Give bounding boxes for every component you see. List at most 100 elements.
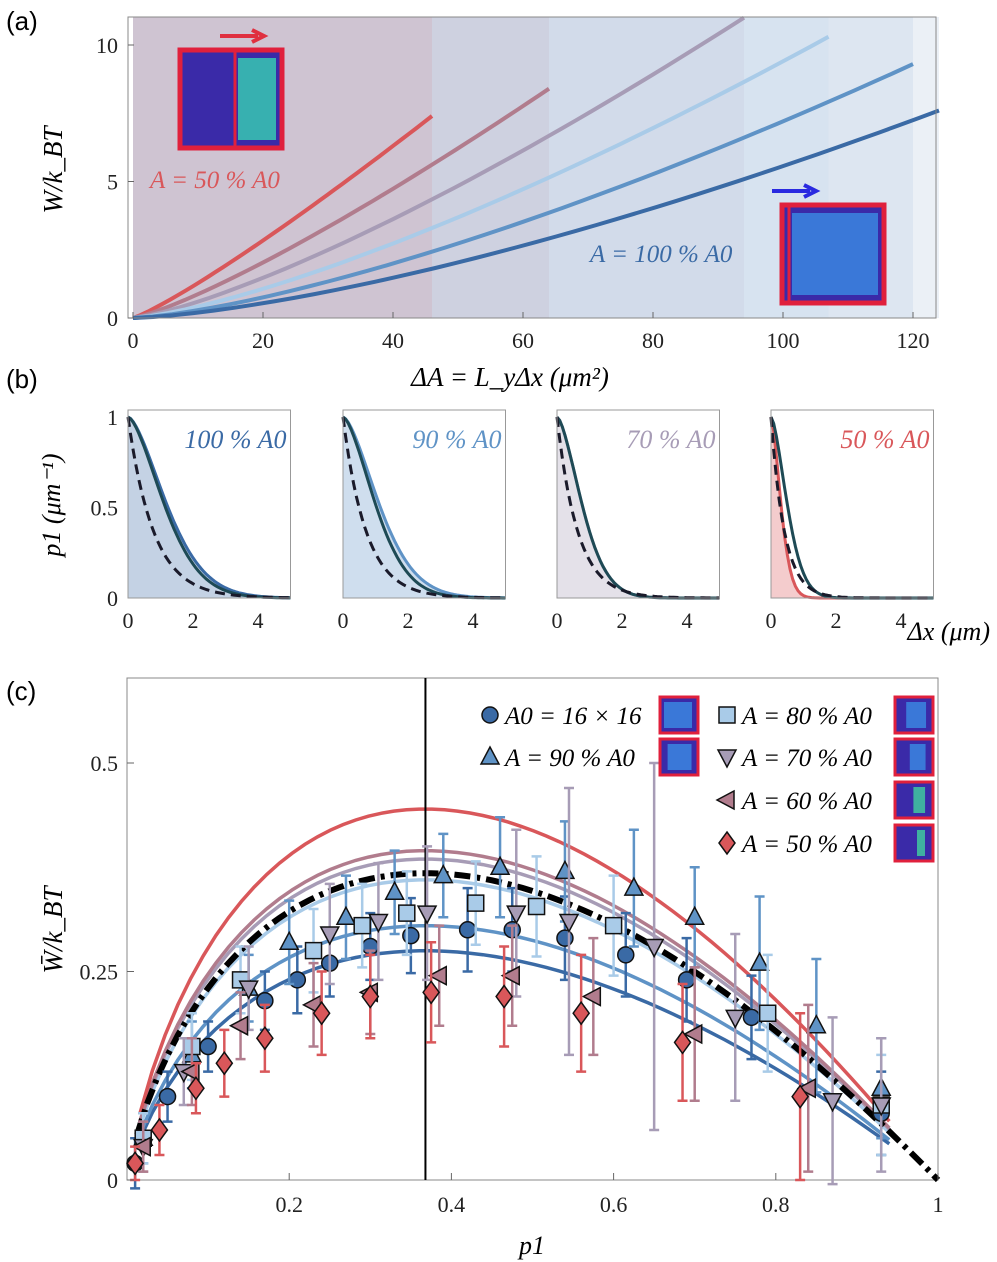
axes-frame-b: [556, 409, 720, 599]
data-point-s70: [558, 913, 580, 934]
legend-label: A = 80 % A0: [740, 703, 872, 730]
x-tick-label: 80: [642, 328, 664, 353]
legend-marker-s90: [479, 745, 501, 765]
data-point-s100: [742, 1008, 761, 1027]
data-point-s100: [677, 971, 696, 989]
reference-distribution: [126, 416, 291, 600]
x-tick-label: 2: [188, 608, 199, 633]
data-point-s80: [466, 894, 485, 912]
x-tick-label: 0.6: [600, 1192, 628, 1217]
x-tick-label: 0: [338, 608, 349, 633]
data-point-s90: [489, 855, 511, 875]
y-tick-label: 10: [96, 33, 118, 58]
y-tick-label: 0.5: [91, 751, 119, 776]
panel-label-c: (c): [6, 676, 36, 706]
distribution-fill: [771, 417, 934, 598]
x-tick-label: 4: [468, 608, 479, 633]
data-point-s70: [238, 980, 259, 1000]
data-point-s60: [427, 965, 447, 986]
data-point-s50: [572, 1000, 591, 1026]
data-point-s80: [527, 897, 546, 916]
x-tick-label: 4: [682, 608, 693, 633]
x-tick-label: 0.8: [762, 1192, 790, 1217]
x-tick-label: 2: [403, 608, 414, 633]
x-tick-label: 40: [382, 328, 404, 353]
subplot-label: 90 % A0: [412, 425, 501, 454]
work-curve-60%: [132, 87, 551, 320]
area-fill-90%: [133, 17, 913, 318]
arrow-right-icon: [772, 183, 821, 199]
legend-inset-density: [906, 702, 927, 728]
annotation-50: A = 50 % A0: [148, 167, 280, 194]
y-tick-label: 0: [107, 586, 118, 611]
legend-label: A = 60 % A0: [740, 788, 872, 815]
work-curve-80%: [132, 35, 830, 320]
data-point-s50: [791, 1084, 810, 1109]
distribution-fill: [557, 417, 720, 598]
data-point-s100: [556, 929, 574, 947]
y-axis-label: W̄/k_BT: [38, 885, 68, 974]
legend-label: A = 50 % A0: [740, 831, 872, 858]
distribution-fill: [128, 417, 291, 598]
work-curve-90%: [132, 62, 914, 320]
y-tick-label: 0: [107, 306, 118, 331]
y-axis-label: W/k_BT: [38, 125, 68, 214]
data-point-s90: [554, 859, 576, 880]
inset-100-percent: [779, 202, 887, 306]
x-tick-label: 0: [766, 608, 777, 633]
subplot-label: 50 % A0: [840, 425, 929, 454]
legend-inset-density: [667, 744, 692, 770]
x-tick-label: 20: [252, 328, 274, 353]
inset-density: [238, 58, 276, 140]
y-tick-label: 1: [107, 405, 118, 430]
area-fill-70%: [133, 17, 744, 318]
axes-frame-a: [127, 16, 937, 319]
legend-label: A = 70 % A0: [740, 745, 872, 772]
panel-label-a: (a): [6, 6, 38, 36]
work-curve-70%: [132, 16, 746, 320]
x-tick-label: 2: [831, 608, 842, 633]
data-point-s70: [416, 905, 438, 925]
data-point-s50: [422, 980, 441, 1005]
legend-marker-s60: [715, 789, 735, 811]
data-point-s50: [312, 1000, 331, 1026]
data-point-s100: [158, 1087, 177, 1106]
data-point-s60: [228, 1015, 249, 1036]
axes-frame-b: [770, 409, 934, 599]
data-point-s70: [870, 1097, 892, 1117]
x-tick-label: 100: [767, 328, 800, 353]
distribution-fill: [343, 417, 506, 598]
data-point-s60: [581, 986, 602, 1007]
data-point-s90: [384, 880, 405, 901]
legend-label: A0 = 16 × 16: [503, 703, 642, 730]
work-curve-50%: [132, 114, 434, 320]
x-tick-label: 0.2: [275, 1192, 303, 1217]
data-point-s80: [304, 941, 323, 960]
data-point-s100: [617, 946, 635, 964]
y-tick-label: 5: [107, 170, 118, 195]
y-tick-label: 0: [107, 1168, 118, 1193]
data-point-s60: [796, 1078, 816, 1099]
data-point-s90: [433, 863, 454, 884]
subplot-label: 100 % A0: [184, 425, 286, 454]
data-point-s60: [500, 965, 520, 986]
data-point-s100: [458, 921, 477, 939]
x-tick-label: 0: [552, 608, 563, 633]
legend-inset-thumbnail: [893, 823, 935, 863]
data-point-s100: [402, 926, 420, 945]
y-tick-label: 0.5: [91, 496, 119, 521]
subplot-label: 70 % A0: [626, 425, 715, 454]
x-tick-label: 0: [123, 608, 134, 633]
x-axis-label: Δx (μm): [907, 617, 990, 646]
panel-label-b: (b): [6, 364, 38, 394]
work-curve-100%: [132, 108, 940, 320]
data-point-s90: [623, 876, 645, 896]
axes-frame-b: [127, 409, 291, 599]
data-point-s60: [683, 1023, 703, 1045]
data-point-s100: [288, 971, 307, 989]
data-point-s70: [368, 913, 389, 934]
area-fill-80%: [133, 17, 829, 318]
data-point-s50: [361, 984, 380, 1009]
legend-label: A = 90 % A0: [503, 745, 635, 772]
